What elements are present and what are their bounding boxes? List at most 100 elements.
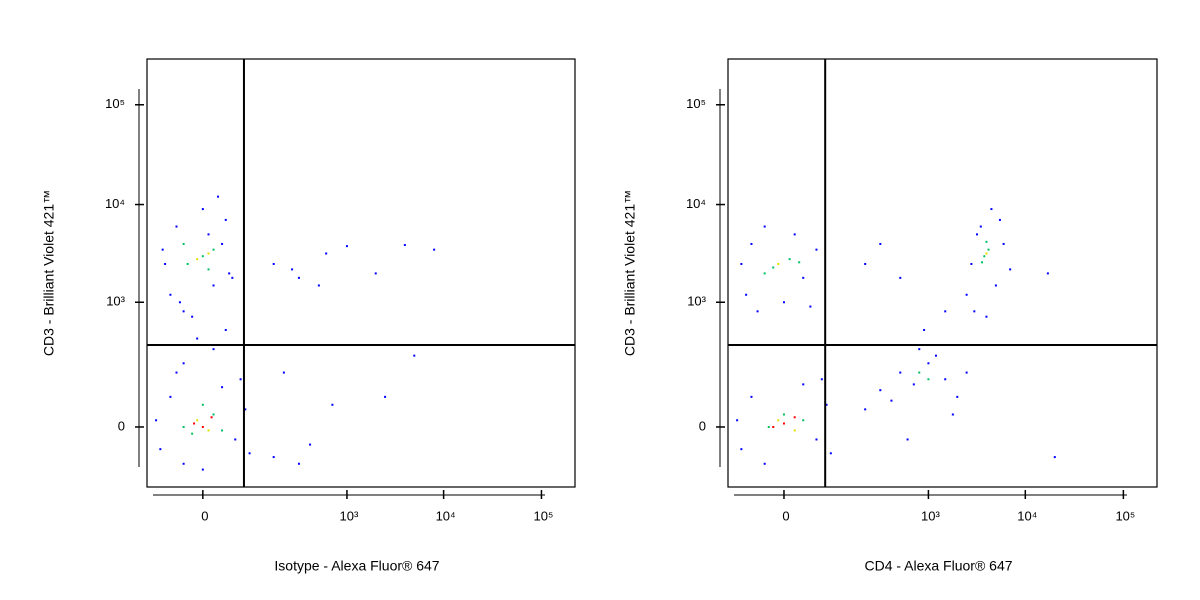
event-dot — [207, 252, 210, 255]
event-dot — [987, 248, 990, 251]
event-dot — [182, 425, 185, 428]
event-dot — [413, 354, 416, 357]
event-dot — [923, 328, 926, 331]
event-dot — [740, 262, 743, 265]
event-dot — [231, 276, 234, 279]
event-dot — [212, 284, 215, 287]
event-dot — [182, 242, 185, 245]
event-dot — [815, 248, 818, 251]
event-dot — [777, 262, 780, 265]
y-tick-label: 0 — [699, 418, 706, 433]
event-dot — [191, 432, 194, 435]
event-dot — [207, 233, 210, 236]
event-dot — [825, 403, 828, 406]
event-dot — [228, 272, 231, 275]
event-dot — [1053, 456, 1056, 459]
event-dot — [918, 348, 921, 351]
event-dot — [829, 452, 832, 455]
event-dot — [994, 284, 997, 287]
event-dot — [331, 403, 334, 406]
event-dot — [745, 293, 748, 296]
event-dot — [201, 425, 204, 428]
plot-frame — [146, 58, 576, 488]
event-dot — [1009, 268, 1012, 271]
event-dot — [244, 408, 247, 411]
y-axis-label: CD3 - Brilliant Violet 421™ — [41, 190, 57, 356]
event-dot — [384, 395, 387, 398]
x-tick-label: 10⁴ — [436, 508, 456, 523]
event-dot — [403, 244, 406, 247]
event-dot — [175, 371, 178, 374]
event-dot — [973, 310, 976, 313]
event-dot — [345, 245, 348, 248]
event-dot — [201, 208, 204, 211]
event-dot — [985, 240, 988, 243]
event-dot — [297, 276, 300, 279]
event-dot — [169, 293, 172, 296]
event-dot — [890, 399, 893, 402]
event-dot — [297, 462, 300, 465]
event-dot — [212, 413, 215, 416]
event-dot — [990, 208, 993, 211]
event-dot — [221, 242, 224, 245]
x-tick-label: 10³ — [340, 508, 359, 523]
event-dot — [788, 258, 791, 261]
event-dot — [221, 386, 224, 389]
event-dot — [793, 416, 796, 419]
event-dot — [248, 452, 251, 455]
x-tick-label: 10⁵ — [1115, 508, 1135, 523]
event-dot — [182, 310, 185, 313]
event-dot — [918, 371, 921, 374]
event-dot — [802, 383, 805, 386]
event-dot — [985, 315, 988, 318]
event-dot — [763, 272, 766, 275]
x-tick-label: 0 — [782, 508, 789, 523]
event-dot — [793, 429, 796, 432]
y-tick-label: 10⁴ — [686, 196, 706, 211]
event-dot — [1002, 242, 1005, 245]
y-tick-label: 10⁴ — [105, 196, 125, 211]
event-dot — [1046, 272, 1049, 275]
event-dot — [965, 371, 968, 374]
x-tick-label: 10⁴ — [1017, 508, 1037, 523]
x-axis-label: Isotype - Alexa Fluor® 647 — [274, 558, 439, 574]
event-dot — [182, 462, 185, 465]
event-dot — [777, 419, 780, 422]
event-dot — [927, 378, 930, 381]
event-dot — [809, 305, 812, 308]
event-dot — [309, 443, 312, 446]
event-dot — [212, 348, 215, 351]
y-axis-label: CD3 - Brilliant Violet 421™ — [622, 190, 638, 356]
event-dot — [374, 272, 377, 275]
event-dot — [217, 195, 220, 198]
event-dot — [802, 276, 805, 279]
event-dot — [763, 225, 766, 228]
event-dot — [934, 354, 937, 357]
event-dot — [976, 233, 979, 236]
event-dot — [196, 419, 199, 422]
event-dot — [985, 252, 988, 255]
x-tick-label: 10⁵ — [534, 508, 554, 523]
event-dot — [239, 378, 242, 381]
event-dot — [965, 293, 968, 296]
event-dot — [186, 262, 189, 265]
y-tick-label: 10⁵ — [686, 96, 706, 111]
event-dot — [182, 362, 185, 365]
event-dot — [196, 337, 199, 340]
y-tick-label: 10³ — [687, 294, 706, 309]
event-dot — [201, 468, 204, 471]
event-dot — [772, 425, 775, 428]
event-dot — [736, 419, 739, 422]
event-dot — [879, 242, 882, 245]
y-tick-label: 10³ — [106, 294, 125, 309]
event-dot — [224, 328, 227, 331]
event-dot — [899, 276, 902, 279]
event-dot — [164, 262, 167, 265]
event-dot — [772, 266, 775, 269]
event-dot — [802, 419, 805, 422]
event-dot — [864, 408, 867, 411]
event-dot — [234, 438, 237, 441]
event-dot — [956, 395, 959, 398]
event-dot — [159, 448, 162, 451]
